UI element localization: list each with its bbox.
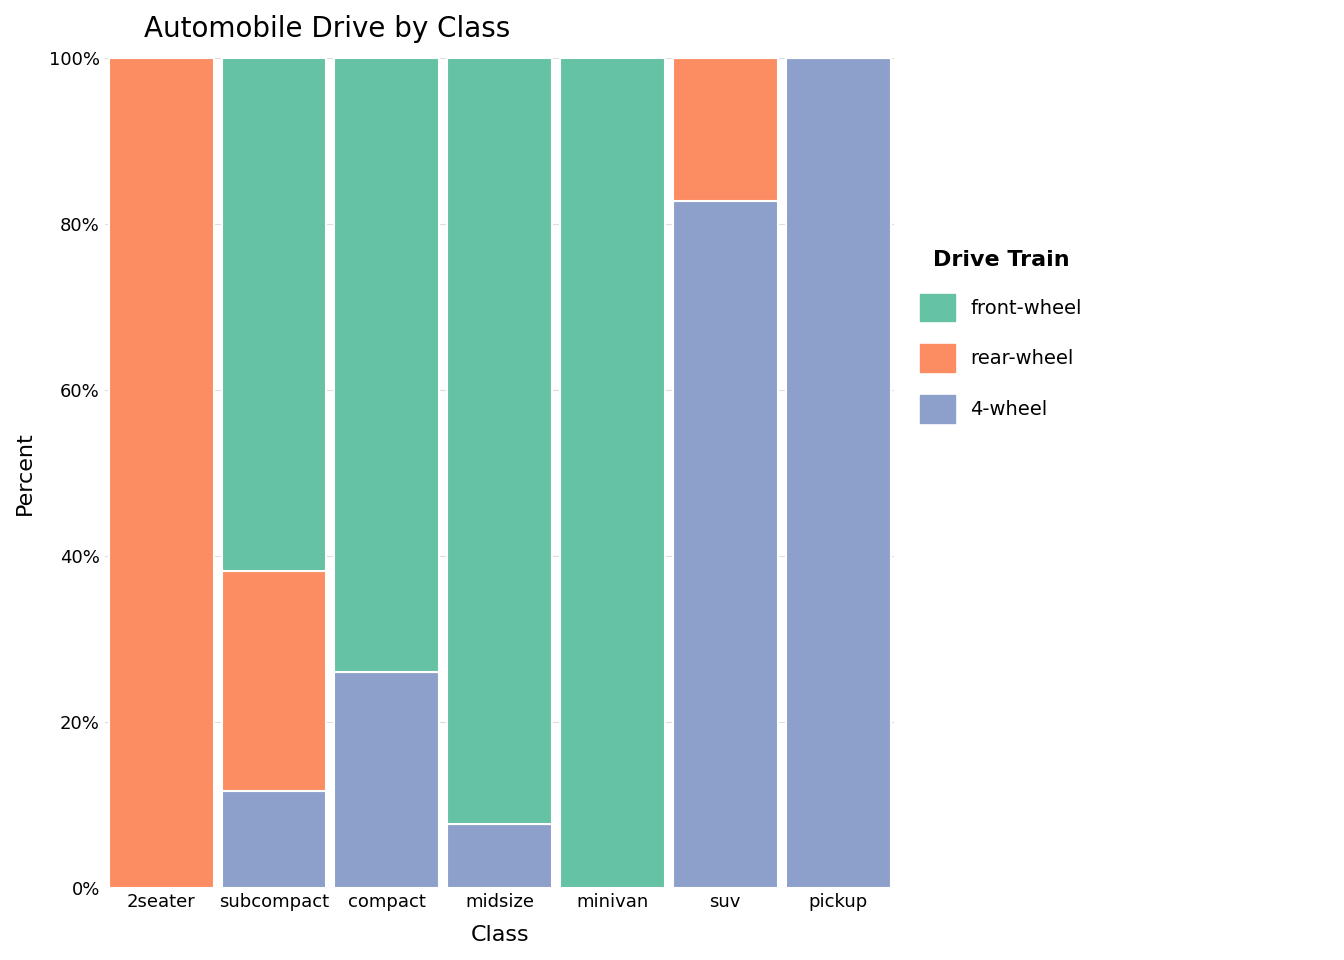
Bar [673, 201, 778, 888]
Legend: front-wheel, rear-wheel, 4-wheel: front-wheel, rear-wheel, 4-wheel [921, 251, 1082, 422]
Y-axis label: Percent: Percent [15, 431, 35, 515]
X-axis label: Class: Class [470, 925, 530, 945]
Bar [560, 58, 665, 888]
Bar [448, 58, 552, 825]
Bar [109, 58, 214, 888]
Bar [673, 58, 778, 201]
Bar [222, 58, 327, 571]
Bar [786, 58, 891, 888]
Bar [448, 825, 552, 888]
Bar [335, 58, 439, 672]
Text: Automobile Drive by Class: Automobile Drive by Class [144, 15, 511, 43]
Bar [222, 571, 327, 791]
Bar [222, 791, 327, 888]
Bar [335, 672, 439, 888]
